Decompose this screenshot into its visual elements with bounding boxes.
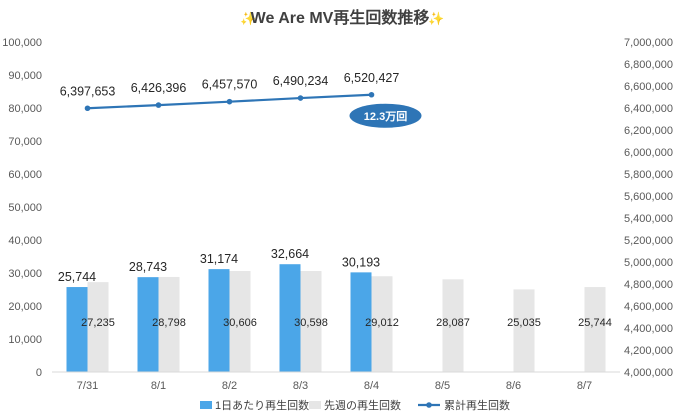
cumulative-point — [84, 105, 91, 112]
bar-daily-label: 30,193 — [342, 255, 380, 269]
bar-previous-week — [442, 279, 464, 372]
left-axis-tick: 60,000 — [8, 169, 42, 181]
bar-previous-week-label: 28,087 — [436, 317, 470, 329]
bar-previous-week-label: 27,235 — [81, 317, 115, 329]
bar-daily-label: 31,174 — [200, 252, 238, 266]
right-axis-tick: 5,400,000 — [624, 213, 673, 225]
left-axis-tick: 0 — [36, 367, 42, 379]
cumulative-label: 6,520,427 — [344, 71, 400, 85]
bar-previous-week — [513, 289, 535, 372]
right-axis-tick: 6,000,000 — [624, 147, 673, 159]
right-axis-tick: 7,000,000 — [624, 37, 673, 49]
bar-daily-label: 25,744 — [58, 270, 96, 284]
bar-previous-week-label: 25,744 — [578, 317, 612, 329]
cumulative-line: 6,397,653 6,426,396 6,457,570 6,490,234 6,52… — [60, 71, 400, 112]
left-axis-tick: 20,000 — [8, 301, 42, 313]
cumulative-label: 6,426,396 — [131, 81, 187, 95]
left-axis-tick: 30,000 — [8, 268, 42, 280]
bar-daily-label: 32,664 — [271, 247, 309, 261]
x-axis-tick: 8/5 — [435, 380, 450, 392]
legend: 1日あたり再生回数 先週の再生回数 累計再生回数 — [200, 398, 510, 412]
right-axis-tick: 5,800,000 — [624, 169, 673, 181]
bar-previous-week — [584, 287, 606, 372]
right-axis-tick: 5,200,000 — [624, 235, 673, 247]
legend-label: 累計再生回数 — [444, 398, 510, 412]
right-axis-tick: 4,400,000 — [624, 323, 673, 335]
right-axis-tick: 4,800,000 — [624, 279, 673, 291]
left-axis-tick: 80,000 — [8, 103, 42, 115]
sparkle-left-icon: ✨ — [240, 11, 256, 26]
right-axis-tick: 4,600,000 — [624, 301, 673, 313]
bar-previous-week — [371, 276, 393, 372]
x-axis-tick: 8/1 — [151, 380, 166, 392]
legend-label: 1日あたり再生回数 — [215, 398, 309, 412]
right-axis-tick: 5,000,000 — [624, 257, 673, 269]
bar-previous-week — [158, 276, 180, 372]
bar-daily — [137, 277, 159, 372]
left-axis-tick: 10,000 — [8, 334, 42, 346]
x-axis-tick: 8/6 — [506, 380, 521, 392]
bar-daily — [66, 287, 88, 372]
annotation-callout: 12.3万回 — [349, 103, 422, 128]
callout-text: 12.3万回 — [364, 109, 407, 123]
right-axis-tick: 6,200,000 — [624, 125, 673, 137]
left-axis-tick: 40,000 — [8, 235, 42, 247]
callout-bubble — [349, 103, 422, 128]
right-axis: 4,000,000 4,200,000 4,400,000 4,600,000 4,80… — [624, 37, 673, 379]
cumulative-point — [226, 98, 233, 105]
cumulative-label: 6,457,570 — [202, 78, 258, 92]
left-axis-tick: 70,000 — [8, 136, 42, 148]
right-axis-tick: 5,600,000 — [624, 191, 673, 203]
cumulative-point — [155, 102, 162, 108]
legend-label: 先週の再生回数 — [324, 398, 401, 412]
cumulative-point — [297, 95, 304, 101]
x-axis-tick: 7/31 — [77, 380, 98, 392]
left-axis: 0 10,000 20,000 30,000 40,000 50,000 60,000 70,… — [2, 37, 42, 379]
legend-swatch — [200, 401, 212, 409]
right-axis-tick: 6,800,000 — [624, 59, 673, 71]
bar-previous-week-label: 30,598 — [294, 317, 328, 329]
right-axis-tick: 4,200,000 — [624, 345, 673, 357]
legend-marker — [426, 402, 432, 408]
x-axis-tick: 8/3 — [293, 380, 308, 392]
bar-previous-week — [300, 271, 322, 372]
right-axis-tick: 6,600,000 — [624, 81, 673, 93]
bar-daily-label: 28,743 — [129, 260, 167, 274]
left-axis-tick: 90,000 — [8, 70, 42, 82]
left-axis-tick: 50,000 — [8, 202, 42, 214]
bar-daily — [208, 269, 230, 372]
category-labels: 7/31 8/1 8/2 8/3 8/4 8/5 8/6 8/7 — [77, 380, 592, 392]
sparkle-right-icon: ✨ — [428, 11, 444, 26]
bar-previous-week-label: 28,798 — [152, 317, 186, 329]
x-axis-tick: 8/2 — [222, 380, 237, 392]
bar-daily — [350, 272, 372, 372]
x-axis-tick: 8/7 — [577, 380, 592, 392]
bar-previous-week-label: 25,035 — [507, 317, 541, 329]
chart-title-text: We Are MV再生回数推移 — [251, 8, 430, 27]
cumulative-point — [368, 91, 375, 98]
x-axis-tick: 8/4 — [364, 380, 379, 392]
bar-previous-week-label: 30,606 — [223, 317, 257, 329]
right-axis-tick: 4,000,000 — [624, 367, 673, 379]
cumulative-label: 6,490,234 — [273, 74, 329, 88]
cumulative-label: 6,397,653 — [60, 84, 116, 98]
bar-previous-week — [87, 282, 109, 372]
bar-previous-week — [229, 271, 251, 372]
legend-swatch — [309, 401, 321, 409]
bar-daily — [279, 264, 301, 372]
left-axis-tick: 100,000 — [2, 37, 42, 49]
right-axis-tick: 6,400,000 — [624, 103, 673, 115]
bars: 25,744 27,235 28,743 28,798 31,174 30,606 32,6… — [58, 247, 612, 372]
bar-previous-week-label: 29,012 — [365, 317, 399, 329]
chart-title: ✨ We Are MV再生回数推移 ✨ — [240, 8, 444, 27]
